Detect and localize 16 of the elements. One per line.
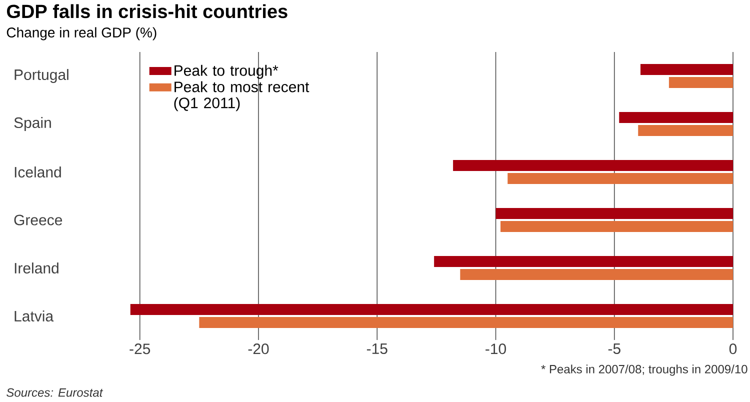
y-tick-label: Spain (14, 117, 51, 131)
text: * Peaks in 2007/08; troughs in 2009/10 (541, 364, 748, 376)
x-tick-label: -25 (130, 344, 150, 354)
x-tick-label: -10 (486, 344, 506, 354)
x-tick-label: 0 (729, 344, 737, 354)
source-note: Sources: Eurostat (6, 388, 104, 397)
y-tick-label: Latvia (14, 310, 54, 322)
y-tick-label: Ireland (14, 262, 58, 274)
chart-subtitle: Change in real GDP (%) (6, 27, 156, 40)
x-tick-label: -5 (608, 344, 620, 354)
x-tick-label: -20 (248, 344, 269, 354)
y-tick-label: Greece (14, 214, 62, 226)
y-tick-label: Iceland (14, 166, 61, 178)
x-tick-label: -15 (366, 344, 388, 354)
chart-title: GDP falls in crisis-hit countries (6, 4, 288, 18)
y-tick-label: Portugal (14, 69, 68, 83)
